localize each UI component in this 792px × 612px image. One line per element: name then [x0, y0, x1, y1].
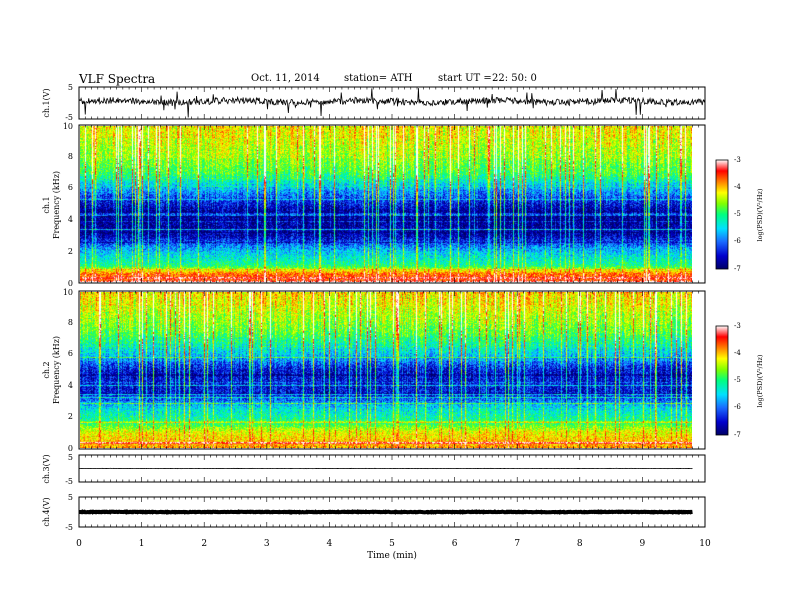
ch1-channel-label: ch.1: [42, 196, 51, 213]
ch2-ytick-0: 0: [68, 444, 73, 453]
ch2-spectrogram-image: [80, 292, 692, 448]
time-tick-label: 8: [577, 539, 583, 549]
ch1-cb-tick-m6: -6: [734, 237, 741, 245]
ch1-ytick-top: 5: [68, 83, 73, 92]
ch1-ytick-4: 4: [68, 215, 73, 224]
ch1-colorbar-bar: [715, 159, 729, 270]
ch2-colorbar-bar: [715, 325, 729, 436]
ch4-ytick-top: 5: [68, 493, 73, 502]
ch2-colorbar: -3 -4 -5 -6 -7 log(PSD)(V²/Hz): [715, 322, 764, 439]
time-axis: 0 1 2 3 4 5 6 7 8 9 10: [76, 87, 711, 549]
start-time-value: 22: 50: 0: [492, 73, 537, 84]
time-tick-label: 10: [699, 539, 711, 549]
ch2-cb-tick-m7: -7: [734, 431, 741, 439]
station-label: station= ATH: [344, 73, 413, 84]
ch2-cb-tick-m5: -5: [734, 376, 741, 384]
ch1-cb-tick-m3: -3: [734, 156, 741, 164]
start-time-label: start UT =: [438, 73, 492, 84]
ch2-ytick-4: 4: [68, 381, 73, 390]
ch3-waveform-ylabel: ch.3(V): [42, 454, 51, 483]
ch2-frequency-ylabel: Frequency (kHz): [52, 336, 61, 404]
ch1-spectrogram-panel: 0 2 4 6 8 10 ch.1 Frequency (kHz): [42, 122, 706, 288]
ch4-ytick-bottom: -5: [65, 523, 73, 532]
ch2-cb-tick-m4: -4: [734, 349, 741, 357]
ch4-waveform-ylabel: ch.4(V): [42, 497, 51, 526]
date-label: Oct. 11, 2014: [251, 73, 320, 84]
time-tick-label: 4: [327, 539, 333, 549]
ch2-ytick-8: 8: [68, 318, 73, 327]
ch1-frequency-ylabel: Frequency (kHz): [52, 171, 61, 239]
ch2-ytick-10: 10: [63, 288, 73, 297]
ch1-cb-tick-m4: -4: [734, 183, 741, 191]
time-tick-label: 9: [640, 539, 646, 549]
time-tick-label: 6: [452, 539, 458, 549]
ch2-ytick-2: 2: [68, 412, 73, 421]
ch2-ytick-6: 6: [68, 349, 73, 358]
ch1-ytick-0: 0: [68, 279, 73, 288]
time-tick-label: 5: [389, 539, 395, 549]
chart-title: VLF Spectra: [79, 72, 156, 86]
ch1-waveform-line: [78, 88, 706, 118]
ch1-ytick-2: 2: [68, 247, 73, 256]
ch4-waveform-line: [78, 509, 693, 515]
time-axis-label: Time (min): [367, 550, 417, 561]
time-tick-label: 3: [264, 539, 270, 549]
ch1-ytick-bottom: -5: [65, 113, 73, 122]
ch3-ytick-bottom: -5: [65, 477, 73, 486]
time-tick-label: 0: [76, 539, 82, 549]
ch1-waveform-ylabel: ch.1(V): [42, 88, 51, 117]
ch2-cb-tick-m6: -6: [734, 403, 741, 411]
ch1-spectrogram-image: [80, 126, 692, 282]
ch1-ytick-6: 6: [68, 183, 73, 192]
time-tick-label: 2: [201, 539, 207, 549]
ch1-ytick-8: 8: [68, 152, 73, 161]
ch2-cb-tick-m3: -3: [734, 322, 741, 330]
ch3-ytick-top: 5: [68, 453, 73, 462]
ch1-colorbar: -3 -4 -5 -6 -7 log(PSD)(V²/Hz): [715, 156, 764, 273]
ch1-ytick-10: 10: [63, 122, 73, 131]
ch1-cb-tick-m7: -7: [734, 265, 741, 273]
ch2-channel-label: ch.2: [42, 361, 51, 378]
time-tick-label: 7: [514, 539, 520, 549]
time-tick-label: 1: [139, 539, 145, 549]
ch1-colorbar-label: log(PSD)(V²/Hz): [756, 188, 764, 241]
ch1-cb-tick-m5: -5: [734, 210, 741, 218]
ch2-colorbar-label: log(PSD)(V²/Hz): [756, 354, 764, 407]
ch2-spectrogram-panel: 0 2 4 6 8 10 ch.2 Frequency (kHz): [42, 288, 706, 453]
